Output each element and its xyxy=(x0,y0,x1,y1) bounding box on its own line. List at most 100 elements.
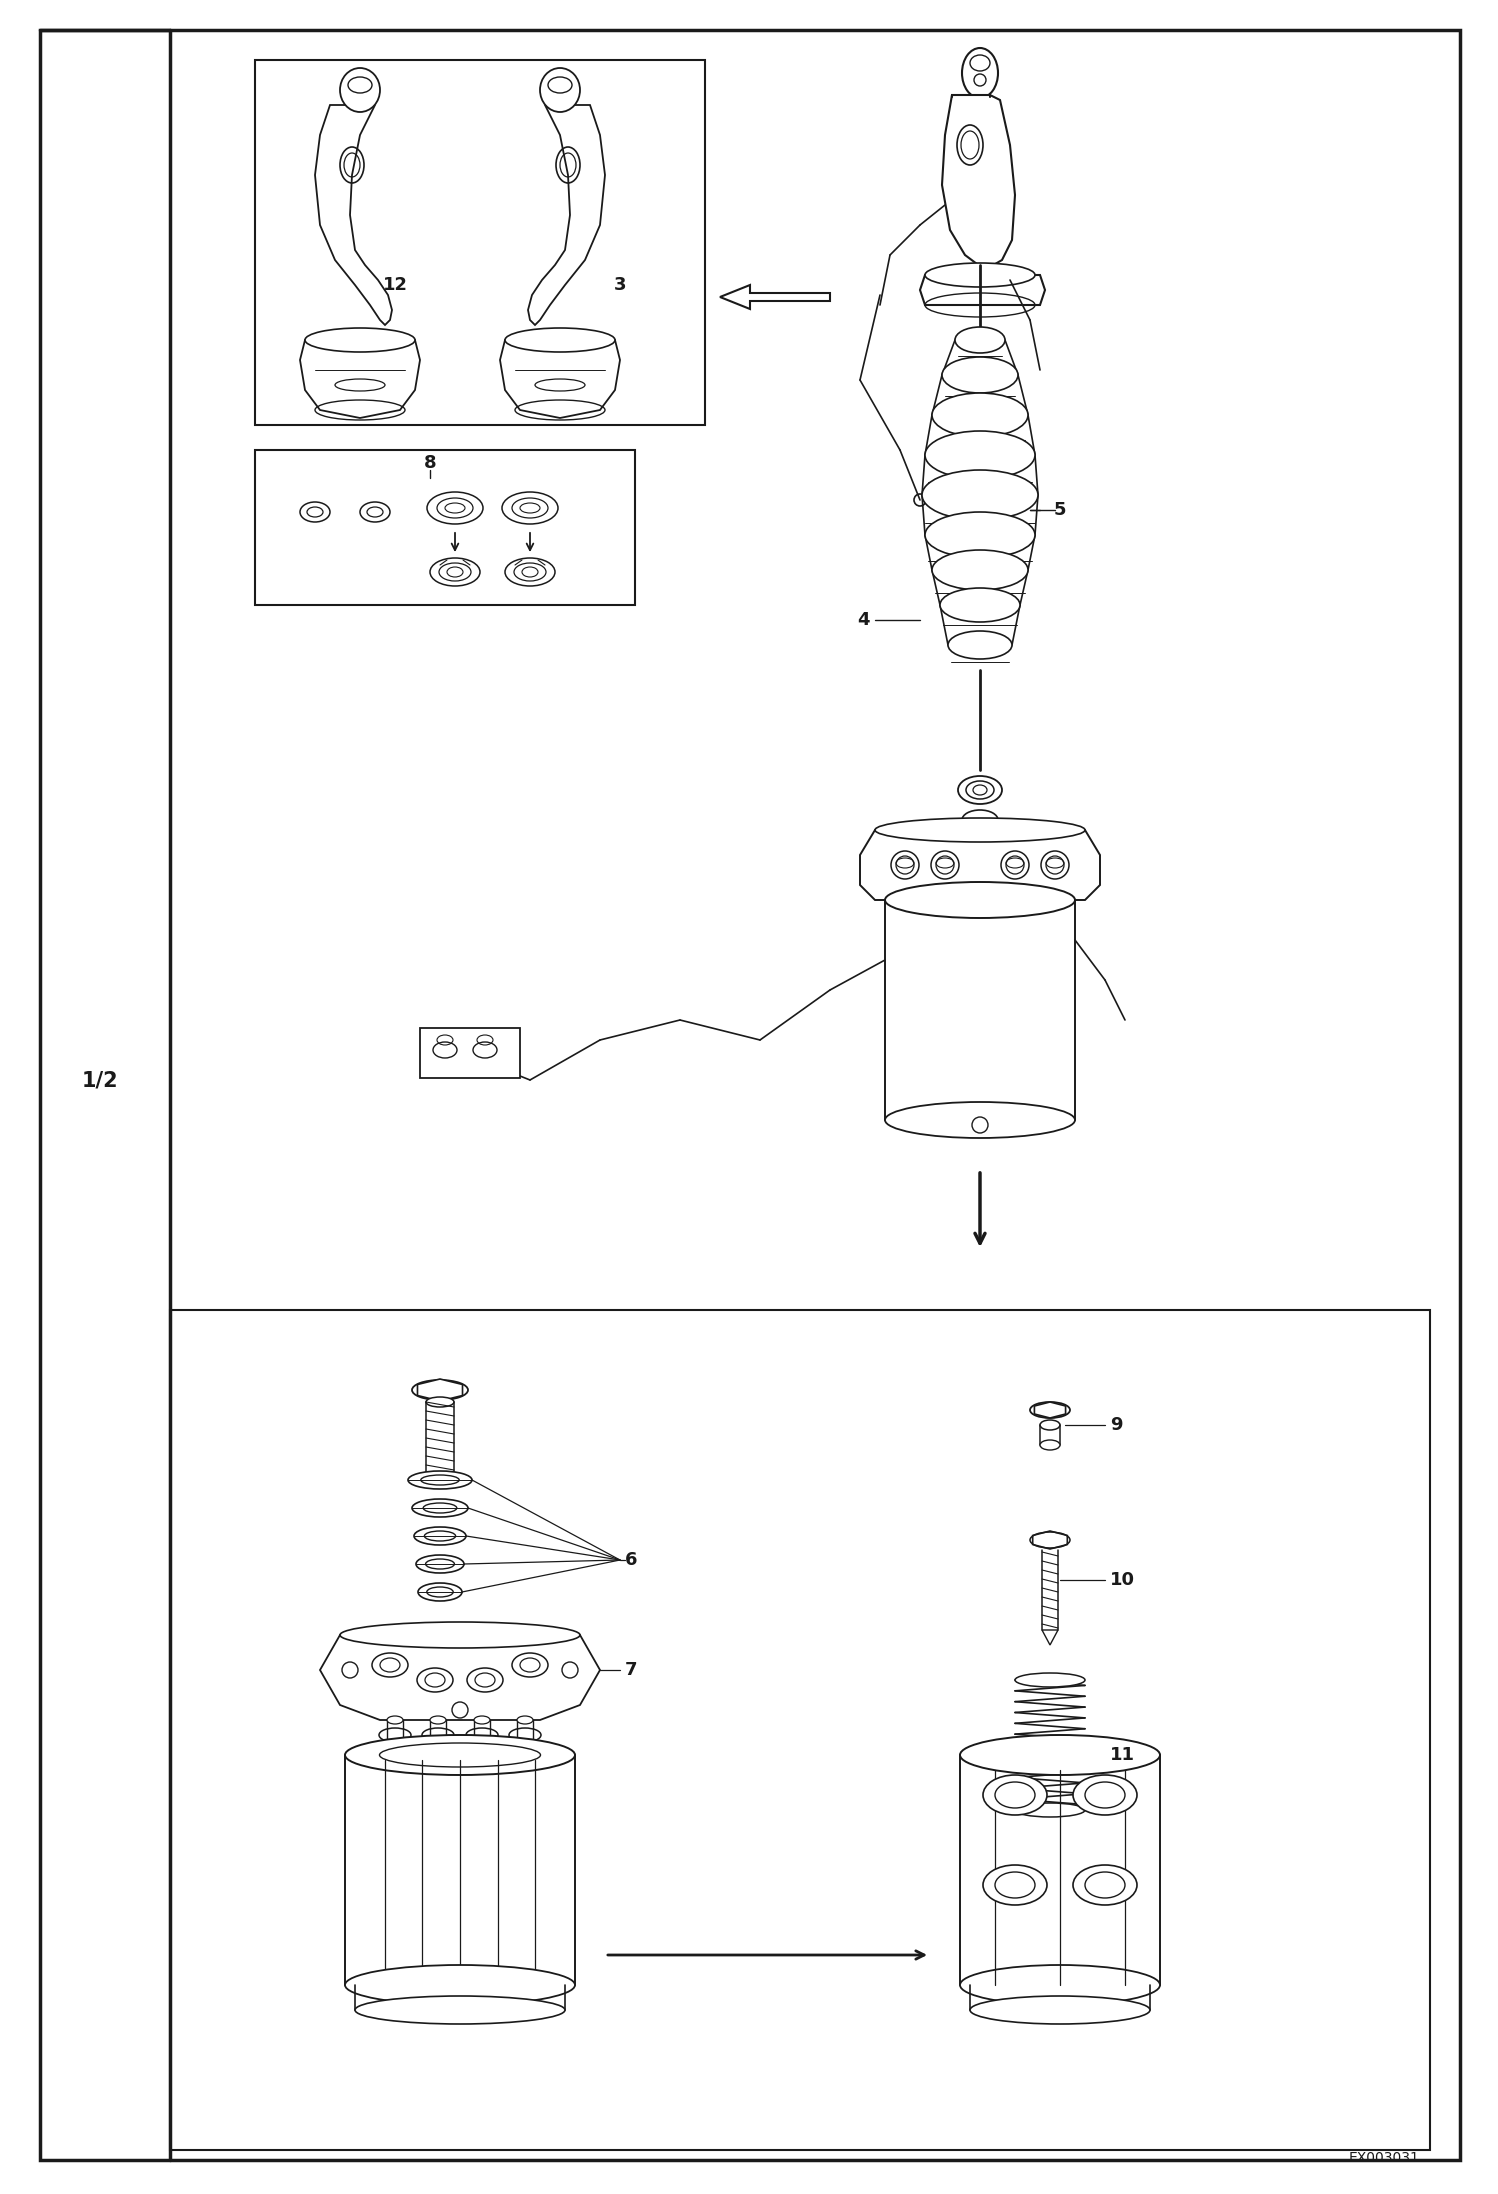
Ellipse shape xyxy=(386,1716,403,1724)
Ellipse shape xyxy=(1073,1865,1137,1904)
Ellipse shape xyxy=(885,1101,1076,1139)
Ellipse shape xyxy=(971,1997,1150,2025)
Ellipse shape xyxy=(466,1729,497,1742)
Ellipse shape xyxy=(424,1531,455,1540)
Ellipse shape xyxy=(512,1740,536,1751)
Ellipse shape xyxy=(424,1503,457,1514)
Polygon shape xyxy=(721,285,830,309)
Ellipse shape xyxy=(1031,1402,1070,1417)
Ellipse shape xyxy=(932,393,1028,437)
Circle shape xyxy=(1001,851,1029,880)
Ellipse shape xyxy=(421,1474,460,1485)
Polygon shape xyxy=(942,94,1016,270)
Ellipse shape xyxy=(924,511,1035,557)
Ellipse shape xyxy=(306,327,415,351)
Ellipse shape xyxy=(355,1997,565,2025)
Ellipse shape xyxy=(412,1499,467,1516)
Ellipse shape xyxy=(885,882,1076,917)
Ellipse shape xyxy=(425,1740,449,1751)
Ellipse shape xyxy=(875,818,1085,842)
Ellipse shape xyxy=(539,68,580,112)
Polygon shape xyxy=(500,340,620,419)
Ellipse shape xyxy=(960,1735,1159,1775)
Ellipse shape xyxy=(413,1527,466,1545)
Text: 11: 11 xyxy=(1110,1746,1135,1764)
Polygon shape xyxy=(860,829,1100,900)
Ellipse shape xyxy=(407,1470,472,1490)
Ellipse shape xyxy=(425,1398,454,1406)
Ellipse shape xyxy=(425,1560,454,1569)
Ellipse shape xyxy=(430,557,479,586)
Ellipse shape xyxy=(924,263,1035,287)
Ellipse shape xyxy=(473,1716,490,1724)
Ellipse shape xyxy=(983,1775,1047,1814)
Ellipse shape xyxy=(340,68,380,112)
Ellipse shape xyxy=(956,327,1005,353)
Circle shape xyxy=(891,851,918,880)
Ellipse shape xyxy=(942,358,1019,393)
Polygon shape xyxy=(321,1635,601,1720)
Ellipse shape xyxy=(948,632,1013,658)
Text: 9: 9 xyxy=(1110,1415,1122,1435)
Ellipse shape xyxy=(932,551,1028,590)
Ellipse shape xyxy=(383,1740,407,1751)
Ellipse shape xyxy=(962,821,998,840)
Polygon shape xyxy=(300,340,419,419)
Ellipse shape xyxy=(422,1729,454,1742)
Polygon shape xyxy=(920,274,1046,305)
Ellipse shape xyxy=(517,1716,533,1724)
Ellipse shape xyxy=(962,48,998,99)
Ellipse shape xyxy=(470,1740,494,1751)
Bar xyxy=(255,450,635,606)
Ellipse shape xyxy=(502,491,557,524)
Ellipse shape xyxy=(446,566,463,577)
Bar xyxy=(169,1310,1431,2150)
Ellipse shape xyxy=(521,566,538,577)
Ellipse shape xyxy=(345,1966,575,2005)
Text: 5: 5 xyxy=(1053,500,1067,520)
Ellipse shape xyxy=(924,430,1035,478)
Ellipse shape xyxy=(1073,1775,1137,1814)
Text: 4: 4 xyxy=(857,610,870,630)
Bar xyxy=(255,59,706,426)
Ellipse shape xyxy=(379,1729,410,1742)
Ellipse shape xyxy=(418,1584,461,1602)
Ellipse shape xyxy=(960,1966,1159,2005)
Polygon shape xyxy=(1035,1402,1065,1417)
Text: 10: 10 xyxy=(1110,1571,1135,1588)
Polygon shape xyxy=(418,1380,463,1402)
Ellipse shape xyxy=(509,1729,541,1742)
Ellipse shape xyxy=(1040,1439,1061,1450)
Ellipse shape xyxy=(983,1865,1047,1904)
Text: 12: 12 xyxy=(382,276,407,294)
Ellipse shape xyxy=(416,1556,464,1573)
Ellipse shape xyxy=(505,327,616,351)
Bar xyxy=(419,1029,520,1077)
Text: 3: 3 xyxy=(614,276,626,294)
Ellipse shape xyxy=(505,557,554,586)
Ellipse shape xyxy=(1040,1420,1061,1430)
Polygon shape xyxy=(315,105,392,325)
Ellipse shape xyxy=(1016,1803,1085,1817)
Ellipse shape xyxy=(921,470,1038,520)
Ellipse shape xyxy=(941,588,1020,623)
Ellipse shape xyxy=(340,1621,580,1648)
Ellipse shape xyxy=(427,1586,454,1597)
Polygon shape xyxy=(1043,1630,1058,1646)
Ellipse shape xyxy=(412,1380,467,1400)
Circle shape xyxy=(930,851,959,880)
Ellipse shape xyxy=(962,810,998,829)
Text: 8: 8 xyxy=(424,454,436,472)
Text: EX003031: EX003031 xyxy=(1350,2150,1420,2165)
Ellipse shape xyxy=(345,1735,575,1775)
Ellipse shape xyxy=(959,777,1002,803)
Circle shape xyxy=(1041,851,1070,880)
Ellipse shape xyxy=(427,491,482,524)
Text: 6: 6 xyxy=(625,1551,638,1569)
Polygon shape xyxy=(1032,1531,1067,1549)
Text: 7: 7 xyxy=(625,1661,638,1678)
Ellipse shape xyxy=(1016,1674,1085,1687)
Text: 1/2: 1/2 xyxy=(82,1071,118,1090)
Ellipse shape xyxy=(430,1716,446,1724)
Polygon shape xyxy=(527,105,605,325)
